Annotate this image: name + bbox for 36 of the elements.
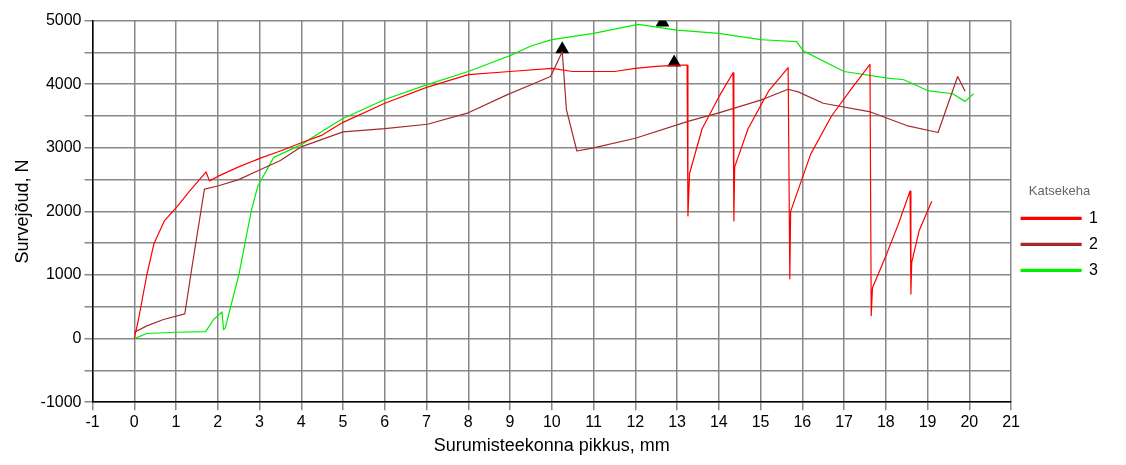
x-axis-title: Surumisteekonna pikkus, mm [433,435,670,456]
x-tick-label: 15 [751,413,770,431]
x-tick-label: 10 [542,413,561,431]
x-tick-label: 21 [1002,413,1021,431]
x-tick-label: 16 [793,413,812,431]
x-tick-label: 6 [380,413,390,431]
y-tick-label: 0 [72,329,82,347]
y-tick-label: -1000 [40,392,82,410]
x-tick-label: 9 [505,413,515,431]
x-tick-label: 3 [255,413,265,431]
legend-label: 1 [1089,208,1099,226]
y-tick-label: 5000 [45,11,82,29]
x-tick-label: 18 [876,413,895,431]
x-tick-label: 4 [296,413,306,431]
x-tick-label: 8 [463,413,473,431]
x-tick-label: 14 [709,413,728,431]
legend-label: 3 [1089,260,1099,278]
x-tick-label: 5 [338,413,348,431]
y-tick-label: 1000 [45,265,82,283]
y-tick-label: 3000 [45,138,82,156]
x-tick-label: 0 [129,413,139,431]
y-tick-label: 2000 [45,201,82,219]
x-tick-label: 11 [585,413,602,431]
x-tick-label: 20 [960,413,979,431]
y-tick-label: 4000 [45,74,82,92]
x-tick-label: 13 [668,413,687,431]
x-tick-label: 1 [171,413,181,431]
legend-label: 2 [1089,234,1099,252]
x-tick-label: 12 [626,413,645,431]
x-tick-label: 2 [213,413,223,431]
y-axis-title: Survejõud, N [11,159,32,264]
legend-title: Katsekeha [1028,182,1092,198]
x-tick-label: 17 [835,413,854,431]
x-tick-label: -1 [85,413,100,431]
x-tick-label: 7 [422,413,432,431]
x-tick-label: 19 [918,413,937,431]
